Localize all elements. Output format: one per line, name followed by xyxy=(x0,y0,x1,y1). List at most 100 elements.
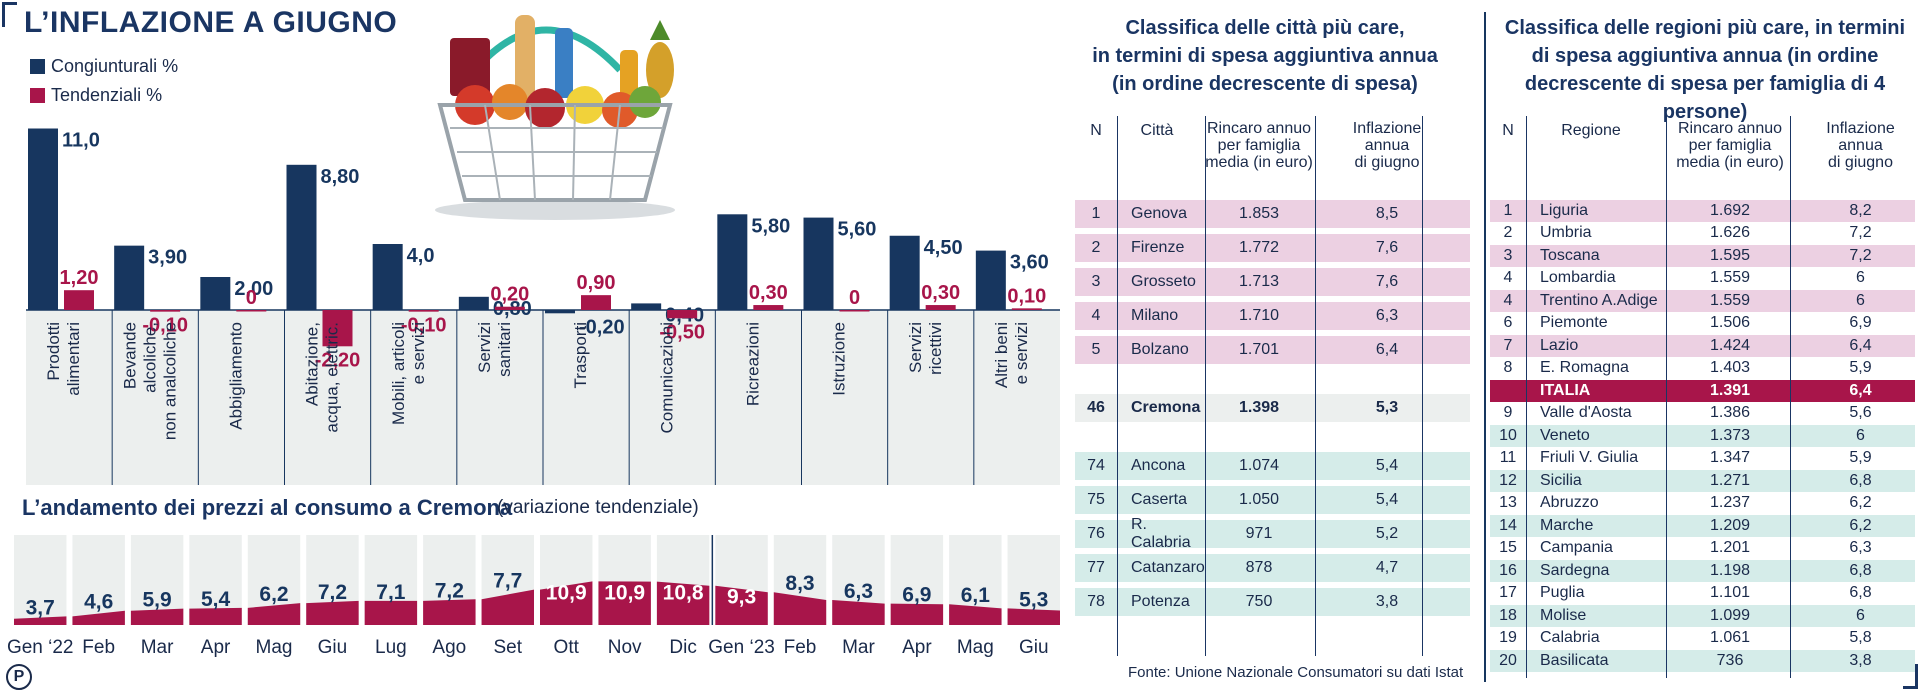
header-rincaro-line: per famiglia xyxy=(1688,137,1772,154)
header-inflazione-line: annua xyxy=(1364,137,1410,154)
cell-inflazione: 7,6 xyxy=(1375,239,1399,256)
bar-congiunturali xyxy=(889,235,920,310)
table-row: 78 Potenza 750 3,8 xyxy=(1075,588,1470,616)
header-name-line: Città xyxy=(1140,122,1174,139)
cell-inflazione: 8,5 xyxy=(1375,205,1399,222)
cell-inflazione: 6,2 xyxy=(1849,494,1872,512)
cell-rincaro: 1.424 xyxy=(1709,336,1751,354)
cell-inflazione: 6 xyxy=(1856,269,1865,287)
category-label: Altri benie servizi xyxy=(992,322,1031,388)
cell-rincaro: 1.074 xyxy=(1238,457,1280,474)
header-rincaro-line: media (in euro) xyxy=(1205,154,1313,171)
cell-n: 3 xyxy=(1091,273,1101,290)
category-label: Trasporti xyxy=(571,322,590,388)
category-label-line: Abitazione, xyxy=(303,322,322,406)
cell-name: Milano xyxy=(1131,307,1179,324)
data-label: 3,90 xyxy=(148,247,187,269)
cell-n: 10 xyxy=(1499,426,1517,444)
data-label: 0,90 xyxy=(577,272,616,294)
header-inflazione-line: Inflazione xyxy=(1826,120,1895,137)
cell-name: Firenze xyxy=(1131,239,1185,256)
cell-name: Marche xyxy=(1540,516,1594,534)
category-label-line: e servizi xyxy=(1012,322,1031,384)
cell-name: Calabria xyxy=(1540,629,1600,647)
cell-inflazione: 6 xyxy=(1856,291,1865,309)
cell-n: 2 xyxy=(1091,239,1101,256)
cell-inflazione: 5,2 xyxy=(1375,525,1399,542)
cell-n: 13 xyxy=(1499,494,1517,512)
table-row: 2 Firenze 1.772 7,6 xyxy=(1075,234,1470,262)
cell-name: Abruzzo xyxy=(1540,494,1599,512)
cities-title-line: (in ordine decrescente di spesa) xyxy=(1112,73,1418,95)
month-label: Feb xyxy=(82,637,115,658)
bar-congiunturali xyxy=(200,277,231,310)
cell-n: 9 xyxy=(1503,404,1513,422)
cell-inflazione: 7,2 xyxy=(1849,246,1872,264)
cell-rincaro: 1.713 xyxy=(1238,273,1280,290)
category-label-line: sanitari xyxy=(495,322,514,377)
cell-rincaro: 1.559 xyxy=(1709,291,1751,309)
cell-inflazione: 6,2 xyxy=(1849,516,1872,534)
area-segment xyxy=(14,616,67,625)
bar-tendenziali xyxy=(236,310,267,312)
cell-inflazione: 6,3 xyxy=(1375,307,1399,324)
category-label-line: non analcoliche xyxy=(160,322,179,440)
month-label: Ago xyxy=(432,637,466,658)
value-label: 7,7 xyxy=(493,570,522,593)
category-label: Abitazione,acqua, elettric. xyxy=(303,322,342,433)
value-label: 10,8 xyxy=(663,582,704,605)
month-label: Mag xyxy=(256,637,293,658)
data-label: 0,30 xyxy=(921,282,960,304)
cell-n: 1 xyxy=(1503,201,1513,219)
category-label-line: Servizi xyxy=(906,322,925,373)
area-segment xyxy=(656,581,710,625)
category-label-line: e servizi xyxy=(409,322,428,384)
table-row: 9 Valle d'Aosta 1.386 5,6 xyxy=(1490,402,1915,424)
area-segment xyxy=(247,603,301,625)
area-segment xyxy=(540,581,593,625)
bar-chart: 11,01,20Prodottialimentari3,90-0,10Bevan… xyxy=(26,128,1060,485)
area-segment xyxy=(189,607,242,625)
column-divider xyxy=(1117,116,1118,656)
category-label-line: alcoliche, xyxy=(140,322,159,393)
cell-inflazione: 6,4 xyxy=(1375,341,1399,358)
table-row: 2 Umbria 1.626 7,2 xyxy=(1490,222,1915,244)
data-label: 8,80 xyxy=(321,166,360,188)
month-label: Feb xyxy=(784,637,817,658)
bar-tendenziali xyxy=(1011,308,1042,310)
month-label: Mar xyxy=(141,637,174,658)
month-label: Giu xyxy=(318,637,348,658)
cell-inflazione: 3,8 xyxy=(1375,593,1399,610)
value-label: 8,3 xyxy=(785,572,814,595)
header-name: Città xyxy=(1117,122,1197,139)
category-label: Abbigliamento xyxy=(226,322,245,430)
cell-name: Piemonte xyxy=(1540,314,1608,332)
header-n-line: N xyxy=(1502,122,1514,139)
cell-rincaro: 1.050 xyxy=(1238,491,1280,508)
cell-inflazione: 5,4 xyxy=(1375,457,1399,474)
table-row: 11 Friuli V. Giulia 1.347 5,9 xyxy=(1490,447,1915,469)
cities-table-title: Classifica delle città più care, in term… xyxy=(1075,14,1455,98)
month-cell xyxy=(14,535,67,625)
cell-inflazione: 6,4 xyxy=(1849,336,1872,354)
category-label-line: Trasporti xyxy=(571,322,590,388)
bar-congiunturali xyxy=(28,128,58,310)
cell-rincaro: 1.386 xyxy=(1709,404,1751,422)
cell-inflazione: 5,9 xyxy=(1849,359,1872,377)
cell-inflazione: 6,8 xyxy=(1849,584,1872,602)
cell-rincaro: 1.201 xyxy=(1709,539,1751,557)
category-label-line: Altri beni xyxy=(992,322,1011,388)
header-rincaro: Rincaro annuo per famiglia media (in euro) xyxy=(1670,120,1790,171)
area-segment xyxy=(715,585,768,625)
table-row: 46 Cremona 1.398 5,3 xyxy=(1075,394,1470,422)
bar-congiunturali xyxy=(286,164,317,310)
legend-item-tendenziali: Tendenziali % xyxy=(30,85,178,106)
value-label: 4,6 xyxy=(84,591,113,614)
table-row: 8 E. Romagna 1.403 5,9 xyxy=(1490,357,1915,379)
data-label: -0,50 xyxy=(659,321,705,343)
column-divider xyxy=(1422,116,1423,656)
cell-inflazione: 6,8 xyxy=(1849,471,1872,489)
month-label: Nov xyxy=(608,637,642,658)
cell-name: Lombardia xyxy=(1540,269,1616,287)
cell-n: 20 xyxy=(1499,651,1517,669)
